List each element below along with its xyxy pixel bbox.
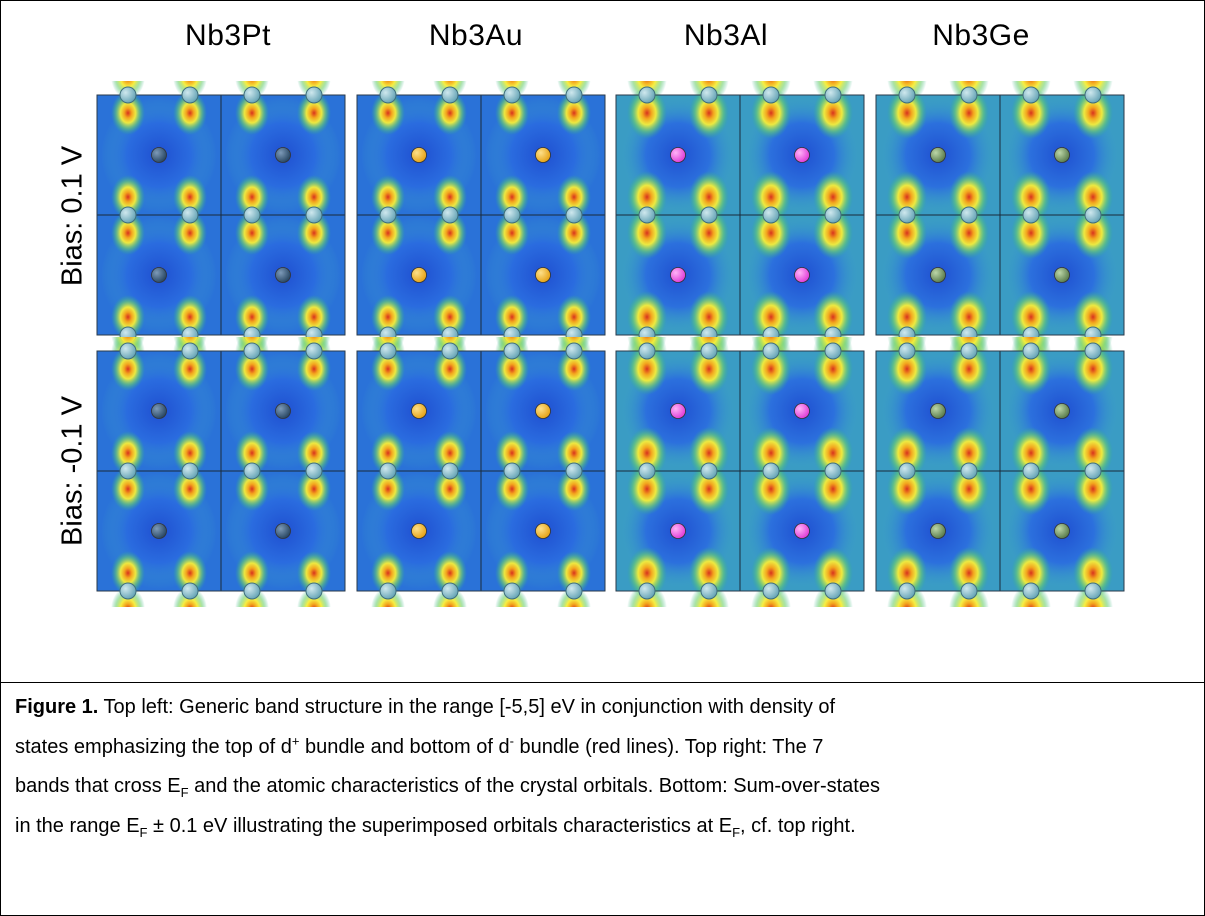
density-map-2-2 [356,337,606,607]
density-map-2-1 [356,81,606,351]
row-label-1: Bias: 0.1 V [56,145,89,287]
density-map-4-1 [875,81,1125,351]
caption-superscript: - [509,732,514,748]
caption-text: ± 0.1 eV illustrating the superimposed o… [147,814,733,837]
caption-text: bands that cross E [15,775,181,797]
caption-text: in the range E [15,814,140,837]
caption-divider [0,682,1205,683]
caption-label: Figure 1. [15,696,99,718]
caption-line-2: states emphasizing the top of d+ bundle … [15,728,1195,768]
caption-subscript: F [139,824,148,840]
caption-line-4: in the range EF ± 0.1 eV illustrating th… [15,807,1195,847]
density-map-1-2 [96,337,346,607]
density-map-3-2 [615,337,865,607]
caption-text: bundle and bottom of d [299,735,510,758]
caption-text: bundle (red lines). Top right: The 7 [513,735,824,758]
column-title-1: Nb3Pt [185,19,271,52]
figure-area: Nb3Pt Nb3Au Nb3Al Nb3Ge Bias: 0.1 V Bias… [1,1,1204,682]
row-label-2: Bias: -0.1 V [56,396,89,546]
caption-subscript: F [732,824,741,840]
density-map-4-2 [875,337,1125,607]
caption-line-3: bands that cross EF and the atomic chara… [15,767,1195,807]
caption-text: states emphasizing the top of d [15,735,292,758]
column-title-3: Nb3Al [683,19,769,52]
caption-text: Top left: Generic band structure in the … [98,696,836,718]
figure-caption: Figure 1. Top left: Generic band structu… [15,688,1195,846]
caption-superscript: + [291,732,300,748]
caption-subscript: F [180,785,189,800]
density-map-3-1 [615,81,865,351]
caption-text: and the atomic characteristics of the cr… [188,775,880,797]
caption-line-1: Figure 1. Top left: Generic band structu… [15,688,1195,728]
caption-text: , cf. top right. [740,814,856,837]
density-map-1-1 [96,81,346,351]
column-title-2: Nb3Au [428,19,524,52]
column-title-4: Nb3Ge [932,19,1030,52]
